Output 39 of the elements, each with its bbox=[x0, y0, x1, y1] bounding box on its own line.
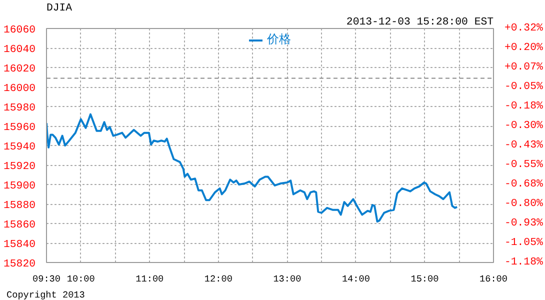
y2-tick-label: -0.05% bbox=[504, 81, 544, 93]
y2-tick-label: -1.18% bbox=[504, 256, 544, 268]
y2-tick-label: -0.43% bbox=[504, 140, 544, 152]
y-tick-label: 15840 bbox=[4, 239, 36, 251]
x-tick-label: 16:00 bbox=[480, 274, 508, 284]
x-tick-label: 10:00 bbox=[66, 274, 96, 284]
y2-tick-label: -0.30% bbox=[504, 120, 544, 132]
x-tick-label: 13:00 bbox=[273, 274, 302, 284]
y2-tick-label: -0.93% bbox=[504, 218, 544, 230]
text: Copyright 2013 bbox=[6, 290, 85, 300]
y2-tick-label: -0.80% bbox=[504, 198, 544, 210]
y2-tick-label: -0.18% bbox=[504, 100, 544, 112]
y-tick-label: 15880 bbox=[4, 200, 36, 212]
legend-label: 价格 bbox=[267, 31, 291, 48]
y2-tick-label: -0.68% bbox=[504, 178, 544, 190]
y2-tick-label: +0.07% bbox=[504, 62, 544, 74]
x-tick-label: 15:00 bbox=[410, 274, 440, 284]
x-tick-label: 11:00 bbox=[136, 274, 164, 284]
x-tick-label: 14:00 bbox=[342, 274, 370, 284]
x-tick-label: 12:00 bbox=[204, 274, 233, 284]
y-tick-label: 16000 bbox=[4, 83, 36, 95]
y2-tick-label: +0.20% bbox=[504, 42, 544, 54]
y-tick-label: 15940 bbox=[4, 142, 36, 154]
chart-subtitle: 2013-12-03 15:28:00 EST bbox=[346, 16, 494, 28]
y-tick-label: 15980 bbox=[4, 102, 36, 114]
y-tick-label: 15900 bbox=[4, 180, 36, 192]
y-tick-label: 15860 bbox=[4, 220, 36, 232]
y2-tick-label: -1.05% bbox=[504, 237, 544, 249]
chart-title: DJIA bbox=[46, 2, 73, 14]
y-tick-label: 15920 bbox=[4, 161, 36, 173]
y-tick-label: 15820 bbox=[4, 258, 36, 270]
y-tick-label: 16020 bbox=[4, 64, 36, 76]
y2-tick-label: +0.32% bbox=[504, 22, 544, 34]
x-tick-label: 09:30 bbox=[32, 274, 61, 284]
y2-tick-label: -0.55% bbox=[504, 159, 544, 171]
y-tick-label: 16060 bbox=[4, 24, 36, 36]
y-tick-label: 16040 bbox=[4, 44, 36, 56]
line-series bbox=[46, 113, 458, 223]
y-tick-label: 15960 bbox=[4, 122, 36, 134]
